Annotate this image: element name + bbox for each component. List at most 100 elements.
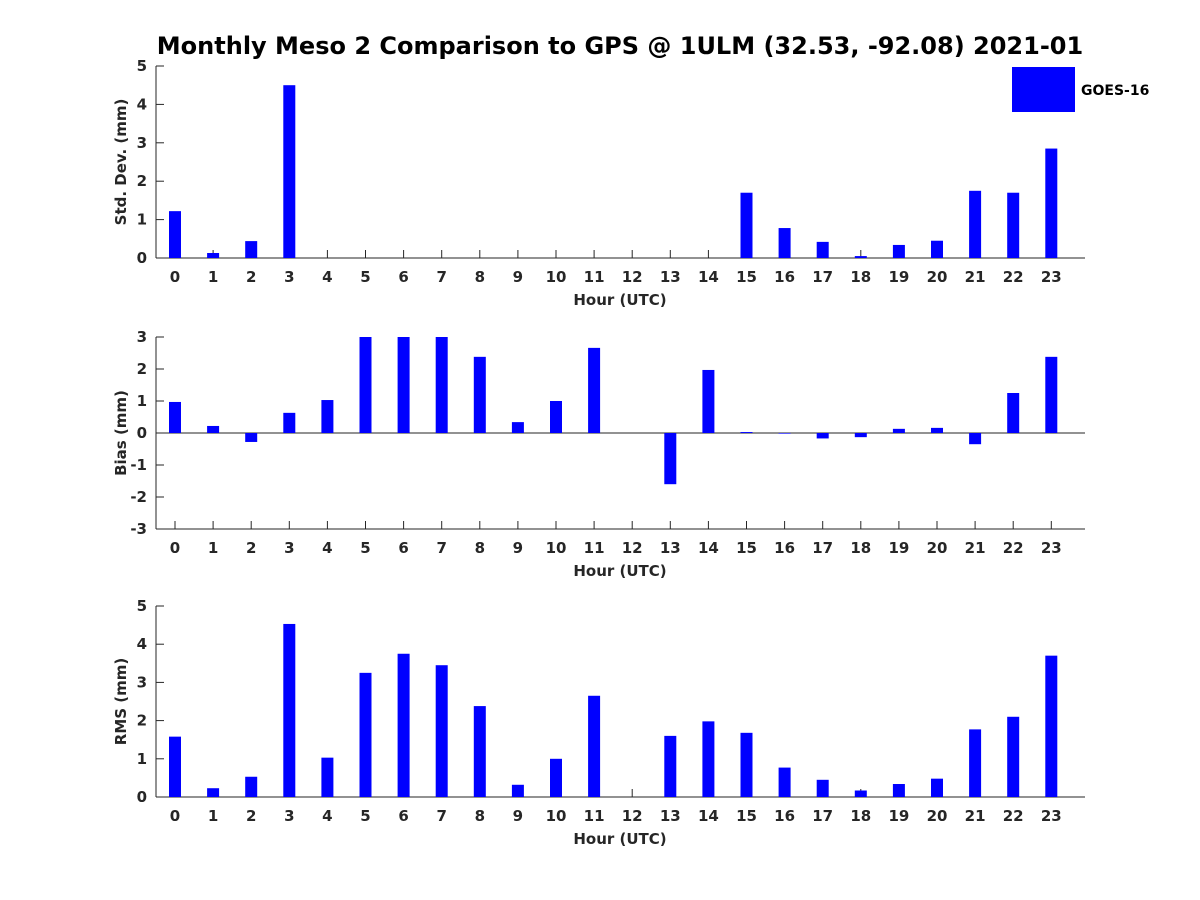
bar-hour-11 — [588, 695, 601, 797]
x-tick-label: 14 — [698, 539, 719, 557]
bar-hour-8 — [473, 356, 486, 433]
x-tick-label: 1 — [208, 807, 218, 825]
x-tick-label: 17 — [812, 807, 833, 825]
y-tick-label: 2 — [137, 172, 147, 190]
x-tick-label: 16 — [774, 539, 795, 557]
x-tick-label: 20 — [927, 268, 948, 286]
x-tick-label: 4 — [322, 268, 332, 286]
x-tick-label: 3 — [284, 807, 294, 825]
bar-hour-17 — [816, 779, 829, 797]
bar-hour-4 — [321, 400, 334, 433]
x-tick-label: 13 — [660, 807, 681, 825]
x-tick-label: 3 — [284, 539, 294, 557]
bar-hour-0 — [169, 736, 181, 797]
bar-hour-1 — [207, 788, 220, 797]
x-tick-label: 2 — [246, 807, 256, 825]
y-tick-label: 3 — [137, 328, 147, 346]
legend-swatch — [1012, 67, 1075, 112]
x-tick-label: 10 — [546, 807, 567, 825]
x-tick-label: 9 — [513, 268, 523, 286]
bar-hour-2 — [245, 241, 258, 258]
x-tick-label: 0 — [170, 539, 180, 557]
x-tick-label: 11 — [584, 807, 605, 825]
bar-hour-16 — [778, 228, 791, 258]
y-tick-label: 4 — [137, 635, 147, 653]
x-tick-label: 7 — [436, 807, 446, 825]
x-tick-label: 1 — [208, 268, 218, 286]
y-tick-label: 5 — [137, 57, 147, 75]
x-tick-label: 5 — [360, 268, 370, 286]
x-tick-label: 0 — [170, 268, 180, 286]
x-axis-label: Hour (UTC) — [573, 562, 666, 580]
bar-hour-18 — [854, 790, 867, 797]
y-axis-label: Bias (mm) — [112, 390, 130, 476]
x-tick-label: 16 — [774, 807, 795, 825]
bar-hour-1 — [207, 425, 220, 433]
legend: GOES-16 — [1012, 67, 1149, 112]
x-tick-label: 18 — [850, 268, 871, 286]
bar-hour-21 — [969, 433, 982, 445]
bar-hour-10 — [550, 401, 562, 433]
x-tick-label: 22 — [1003, 539, 1024, 557]
bar-hour-5 — [359, 672, 372, 797]
bar-hour-14 — [702, 721, 715, 797]
bar-hour-20 — [931, 778, 943, 797]
bar-hour-3 — [283, 412, 296, 433]
y-tick-label: 2 — [137, 360, 147, 378]
x-tick-label: 12 — [622, 539, 643, 557]
bar-hour-6 — [397, 337, 410, 433]
y-tick-label: -1 — [130, 456, 147, 474]
x-tick-label: 9 — [513, 807, 523, 825]
x-tick-label: 10 — [546, 268, 567, 286]
bar-hour-7 — [435, 665, 448, 797]
bar-hour-19 — [892, 784, 905, 797]
bar-hour-0 — [169, 211, 181, 258]
x-tick-label: 16 — [774, 268, 795, 286]
x-tick-label: 0 — [170, 807, 180, 825]
bar-hour-16 — [778, 767, 791, 797]
bar-hour-4 — [321, 757, 334, 797]
x-tick-label: 22 — [1003, 807, 1024, 825]
bar-hour-0 — [169, 401, 181, 433]
x-tick-label: 1 — [208, 539, 218, 557]
y-tick-label: -2 — [130, 488, 147, 506]
x-tick-label: 17 — [812, 268, 833, 286]
y-tick-label: 0 — [137, 424, 147, 442]
x-tick-label: 5 — [360, 807, 370, 825]
x-tick-label: 5 — [360, 539, 370, 557]
y-tick-label: 1 — [137, 211, 147, 229]
x-tick-label: 10 — [546, 539, 567, 557]
y-axis-label: RMS (mm) — [112, 658, 130, 745]
x-tick-label: 13 — [660, 268, 681, 286]
x-tick-label: 4 — [322, 539, 332, 557]
x-tick-label: 15 — [736, 268, 757, 286]
bar-hour-17 — [816, 433, 829, 439]
y-axis-label: Std. Dev. (mm) — [112, 99, 130, 226]
y-tick-label: 3 — [137, 673, 147, 691]
bar-hour-21 — [969, 729, 982, 797]
x-tick-label: 7 — [436, 268, 446, 286]
x-tick-label: 19 — [888, 807, 909, 825]
bar-hour-15 — [740, 732, 753, 797]
x-tick-label: 19 — [888, 539, 909, 557]
x-tick-label: 18 — [850, 539, 871, 557]
bar-hour-23 — [1045, 655, 1058, 797]
y-tick-label: 3 — [137, 134, 147, 152]
x-tick-label: 18 — [850, 807, 871, 825]
bar-hour-19 — [892, 244, 905, 258]
bar-hour-6 — [397, 653, 410, 797]
bar-hour-13 — [664, 735, 677, 797]
x-tick-label: 20 — [927, 807, 948, 825]
y-tick-label: 4 — [137, 95, 147, 113]
x-tick-label: 4 — [322, 807, 332, 825]
x-tick-label: 6 — [398, 807, 408, 825]
bar-hour-2 — [245, 433, 258, 442]
x-tick-label: 23 — [1041, 807, 1062, 825]
x-tick-label: 11 — [584, 268, 605, 286]
x-tick-label: 6 — [398, 268, 408, 286]
